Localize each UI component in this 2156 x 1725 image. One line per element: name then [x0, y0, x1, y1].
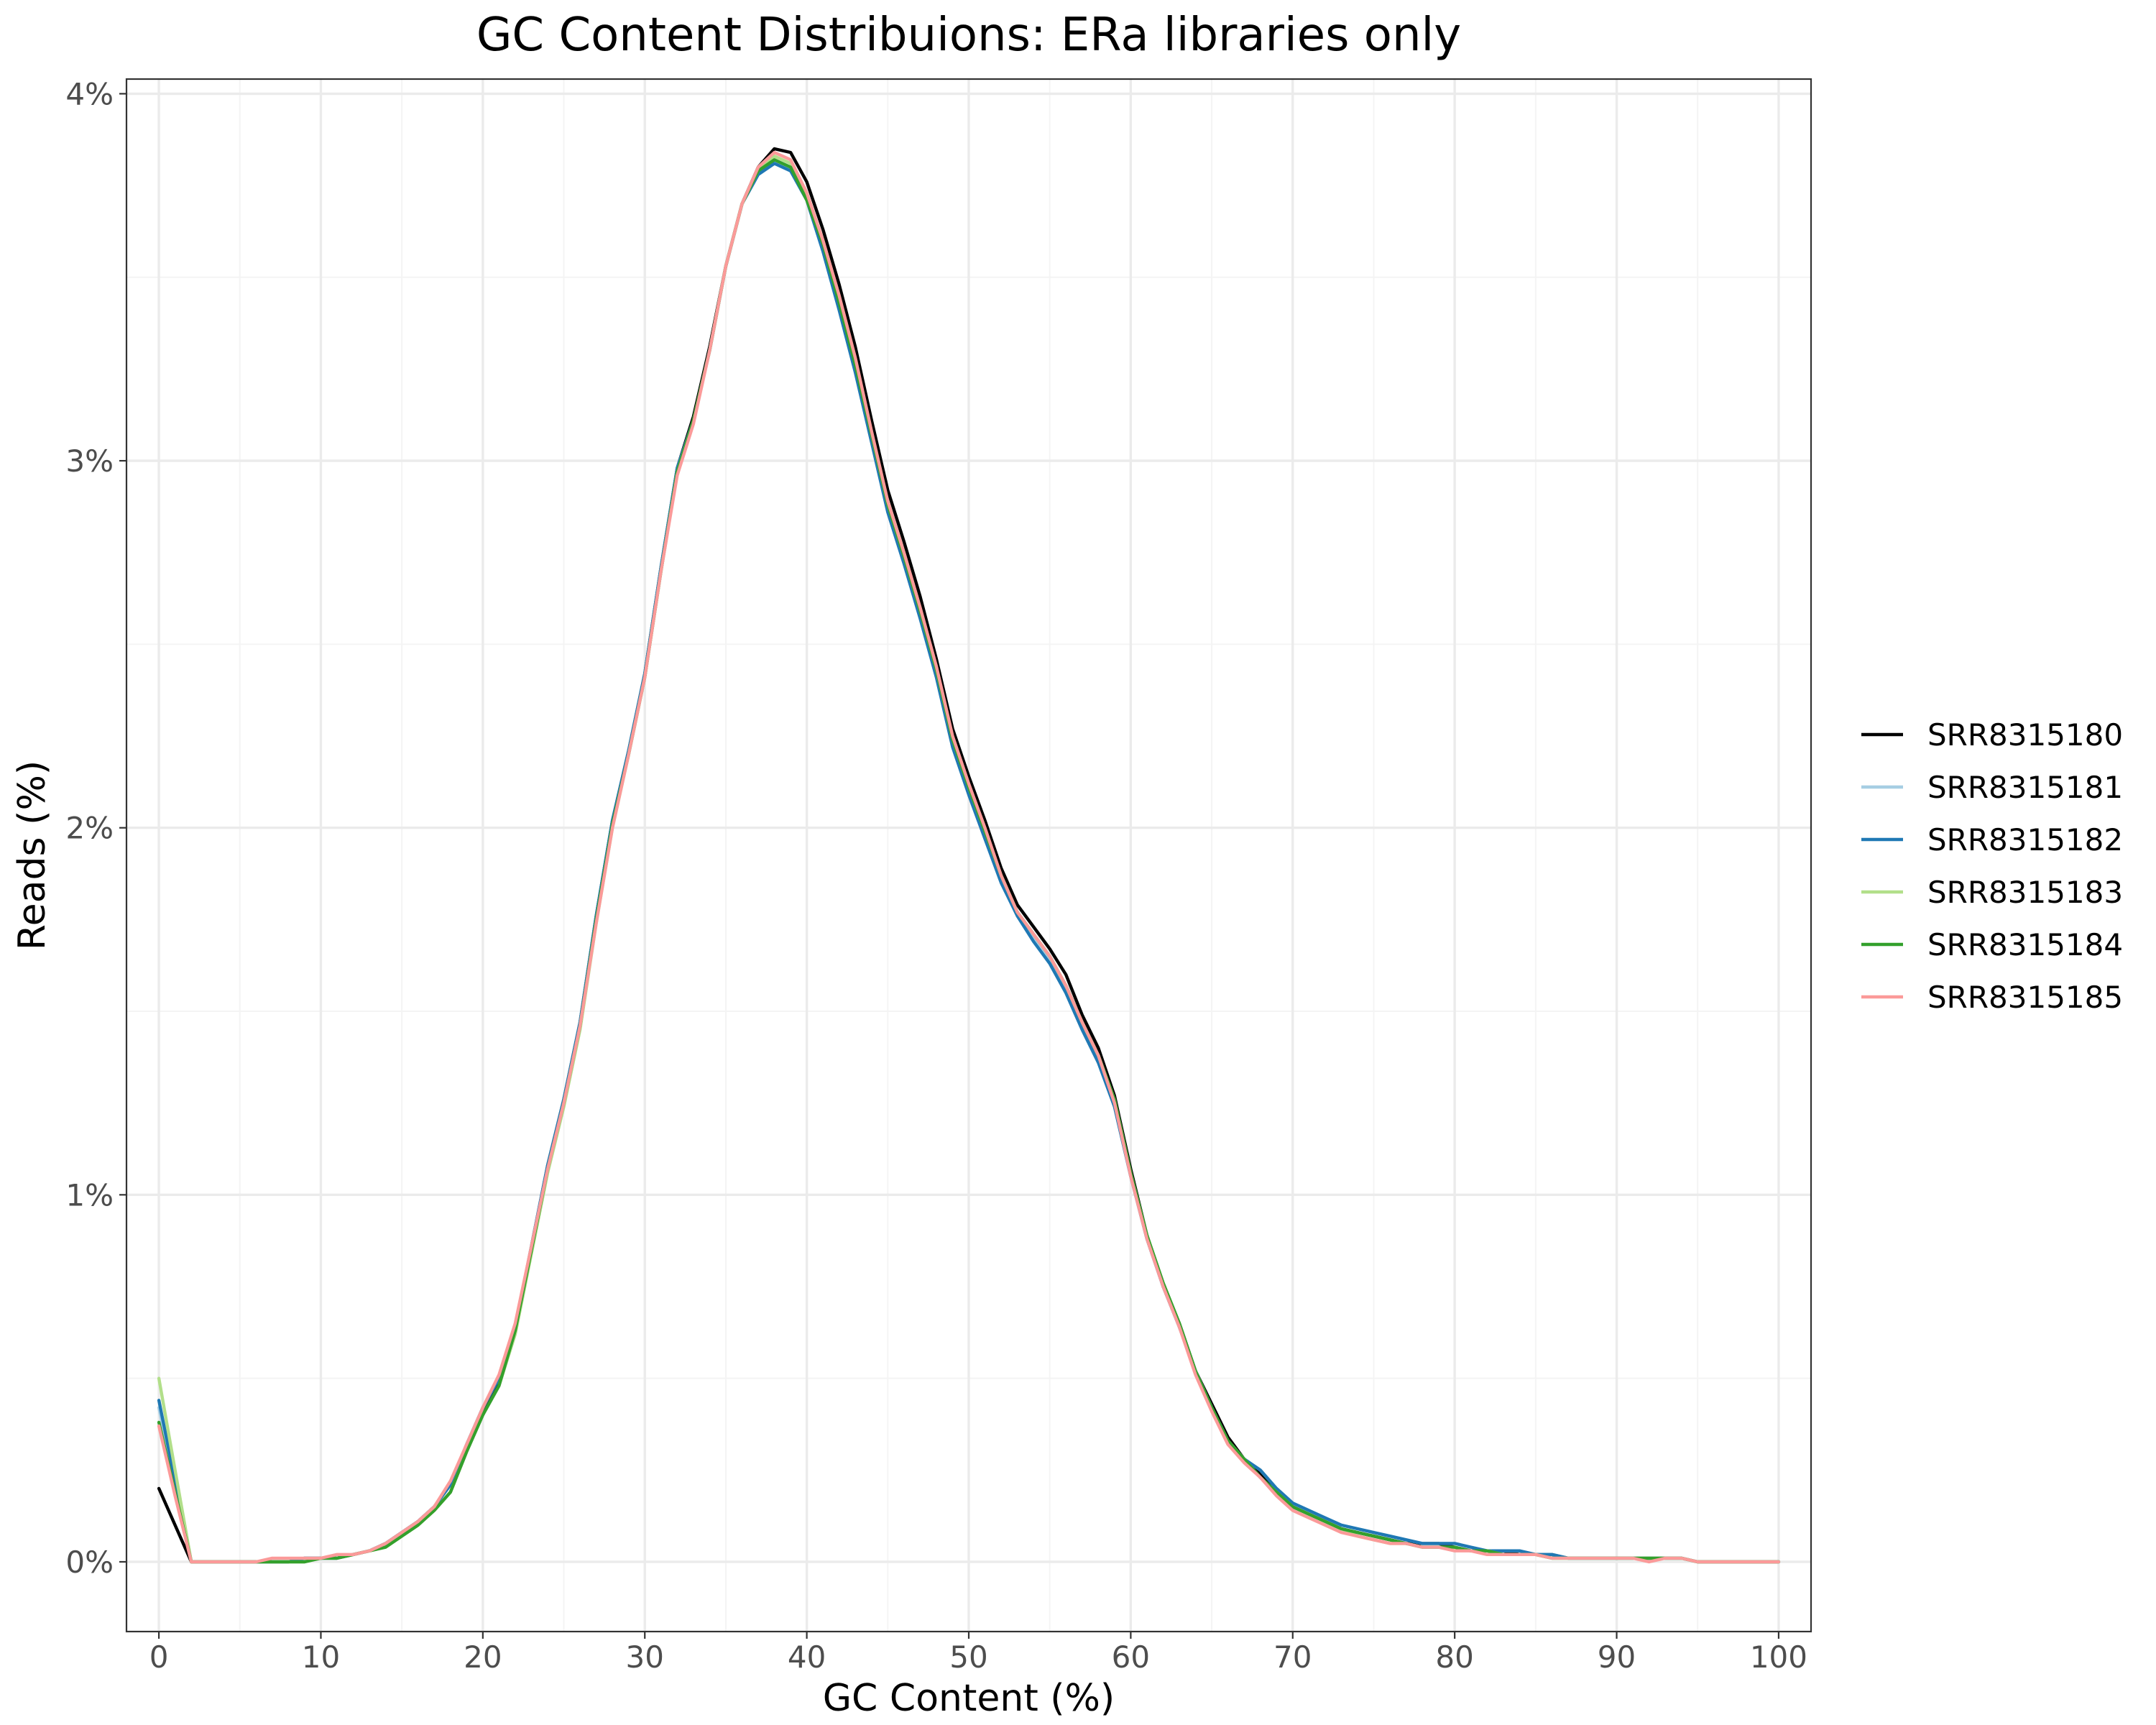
legend-item: SRR8315183 — [1861, 875, 2123, 910]
x-tick-label: 90 — [1598, 1639, 1636, 1675]
legend-item: SRR8315182 — [1861, 822, 2123, 857]
legend-label: SRR8315183 — [1927, 875, 2123, 910]
legend-item: SRR8315181 — [1861, 770, 2123, 805]
legend-item: SRR8315184 — [1861, 927, 2123, 962]
series-line-srr8315185 — [157, 150, 1781, 1564]
x-tick-label: 40 — [788, 1639, 826, 1675]
y-axis-title: Reads (%) — [11, 760, 54, 950]
axis-layer: 0 10 20 30 40 50 60 70 80 90 100 0% 1% 2% 3% 4% — [65, 76, 1807, 1675]
legend-label: SRR8315182 — [1927, 822, 2123, 857]
x-tick-label: 10 — [302, 1639, 340, 1675]
grid-layer — [126, 79, 1811, 1632]
legend: SRR8315180 SRR8315181 SRR8315182 SRR8315183… — [1861, 717, 2123, 1015]
x-tick-label: 30 — [626, 1639, 664, 1675]
legend-label: SRR8315180 — [1927, 717, 2123, 753]
x-tick-label: 20 — [464, 1639, 502, 1675]
x-tick-label: 70 — [1273, 1639, 1312, 1675]
x-axis-title: GC Content (%) — [823, 1677, 1115, 1720]
legend-item: SRR8315180 — [1861, 717, 2123, 753]
legend-label: SRR8315185 — [1927, 980, 2123, 1015]
chart-title: GC Content Distribuions: ERa libraries o… — [476, 9, 1461, 62]
y-tick-label: 4% — [65, 76, 114, 111]
y-tick-label: 2% — [65, 811, 114, 846]
x-tick-label: 60 — [1112, 1639, 1150, 1675]
x-tick-label: 50 — [949, 1639, 987, 1675]
y-tick-label: 3% — [65, 443, 114, 479]
x-tick-label: 80 — [1435, 1639, 1473, 1675]
x-tick-label: 100 — [1750, 1639, 1807, 1675]
series-layer — [157, 147, 1781, 1564]
y-tick-label: 1% — [65, 1177, 114, 1213]
y-tick-label: 0% — [65, 1545, 114, 1580]
legend-label: SRR8315184 — [1927, 927, 2123, 962]
legend-label: SRR8315181 — [1927, 770, 2123, 805]
legend-item: SRR8315185 — [1861, 980, 2123, 1015]
x-tick-label: 0 — [149, 1639, 169, 1675]
